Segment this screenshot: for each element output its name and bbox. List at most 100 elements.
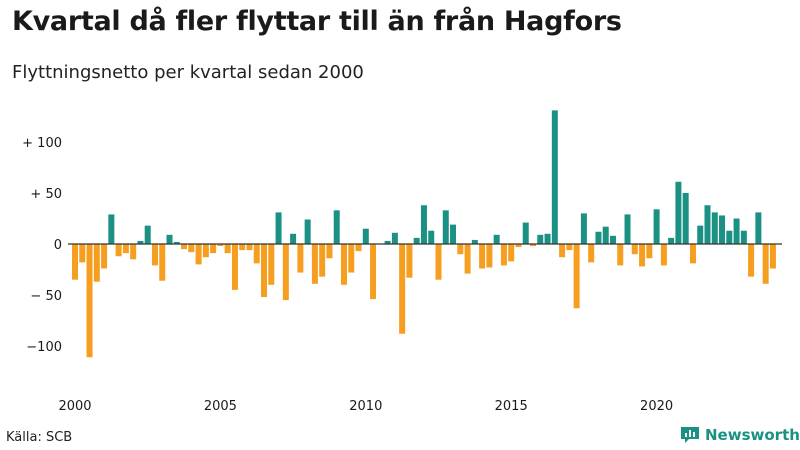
y-axis: + 100 + 50 0 − 50 −100 bbox=[22, 136, 62, 355]
bar-2013-q2 bbox=[457, 244, 464, 255]
bar-2018-q3 bbox=[609, 235, 616, 244]
bar-2004-q3 bbox=[202, 244, 209, 258]
y-tick-label: 0 bbox=[54, 238, 62, 253]
bar-2012-q2 bbox=[428, 230, 435, 244]
bar-2017-q2 bbox=[573, 244, 580, 309]
bar-2015-q3 bbox=[522, 222, 529, 244]
bar-2023-q3 bbox=[755, 212, 762, 244]
x-tick-label: 2010 bbox=[349, 399, 382, 414]
bar-2001-q2 bbox=[108, 214, 115, 244]
bar-2001-q4 bbox=[122, 244, 129, 254]
bar-2019-q3 bbox=[639, 244, 646, 267]
bar-2004-q2 bbox=[195, 244, 202, 265]
bar-2004-q4 bbox=[210, 244, 217, 254]
bar-2002-q4 bbox=[151, 244, 158, 266]
bar-2003-q3 bbox=[173, 241, 180, 244]
bar-2014-q3 bbox=[493, 234, 500, 244]
bar-2007-q3 bbox=[290, 233, 297, 244]
bar-2019-q4 bbox=[646, 244, 653, 259]
bar-2009-q4 bbox=[355, 244, 362, 252]
bar-2007-q2 bbox=[282, 244, 289, 301]
bar-2021-q4 bbox=[704, 205, 711, 244]
bar-2006-q4 bbox=[268, 244, 275, 285]
bar-2002-q3 bbox=[144, 225, 151, 244]
bar-2002-q2 bbox=[137, 240, 144, 244]
newsworthy-logo-icon bbox=[681, 427, 699, 443]
bar-2020-q4 bbox=[675, 181, 682, 244]
bar-2022-q1 bbox=[711, 212, 718, 244]
bar-2009-q3 bbox=[348, 244, 355, 273]
bar-2021-q3 bbox=[697, 225, 704, 244]
bar-2000-q2 bbox=[79, 244, 86, 263]
x-tick-label: 2005 bbox=[204, 399, 237, 414]
bar-2023-q1 bbox=[740, 230, 747, 244]
bar-2008-q2 bbox=[311, 244, 318, 284]
bar-2022-q2 bbox=[719, 215, 726, 244]
bar-2014-q1 bbox=[479, 244, 486, 269]
chart-subtitle: Flyttningsnetto per kvartal sedan 2000 bbox=[12, 62, 364, 83]
bar-2022-q3 bbox=[726, 230, 733, 244]
bar-2020-q3 bbox=[668, 237, 675, 244]
bar-2000-q4 bbox=[93, 244, 100, 282]
x-tick-label: 2020 bbox=[640, 399, 673, 414]
bar-2021-q2 bbox=[689, 244, 696, 264]
bar-2016-q1 bbox=[537, 234, 544, 244]
bar-2004-q1 bbox=[188, 244, 195, 253]
y-tick-label: − 50 bbox=[30, 289, 62, 304]
bar-2003-q2 bbox=[166, 234, 173, 244]
bar-2003-q1 bbox=[159, 244, 166, 281]
bar-2002-q1 bbox=[130, 244, 137, 260]
bar-2015-q1 bbox=[508, 244, 515, 262]
bar-2016-q2 bbox=[544, 233, 551, 244]
bar-2001-q1 bbox=[101, 244, 108, 269]
bar-2018-q4 bbox=[617, 244, 624, 266]
bar-2000-q3 bbox=[86, 244, 93, 358]
x-tick-label: 2015 bbox=[495, 399, 528, 414]
chart-title: Kvartal då fler flyttar till än från Hag… bbox=[12, 6, 622, 37]
bar-2010-q2 bbox=[370, 244, 377, 300]
brand-logo[interactable]: Newsworthy bbox=[680, 426, 800, 444]
bar-2007-q1 bbox=[275, 212, 282, 244]
brand-name: Newsworthy bbox=[705, 426, 800, 444]
bar-2018-q2 bbox=[602, 226, 609, 244]
bar-2015-q4 bbox=[530, 244, 537, 247]
bar-2021-q1 bbox=[682, 193, 689, 244]
y-tick-label: + 50 bbox=[30, 187, 62, 202]
bar-2008-q4 bbox=[326, 244, 333, 259]
bar-2016-q3 bbox=[551, 110, 558, 244]
bar-2013-q3 bbox=[464, 244, 471, 274]
y-tick-label: −100 bbox=[26, 340, 62, 355]
source-note: Källa: SCB bbox=[6, 430, 73, 445]
bar-2012-q4 bbox=[442, 210, 449, 244]
bars bbox=[72, 110, 776, 358]
bar-2013-q1 bbox=[450, 224, 457, 244]
bar-2019-q2 bbox=[631, 244, 638, 255]
x-tick-label: 2000 bbox=[58, 399, 91, 414]
bar-2013-q4 bbox=[471, 239, 478, 244]
bar-2001-q3 bbox=[115, 244, 122, 257]
bar-2014-q2 bbox=[486, 244, 493, 268]
bar-2005-q3 bbox=[231, 244, 238, 290]
bar-2009-q2 bbox=[340, 244, 347, 285]
bar-2014-q4 bbox=[500, 244, 507, 266]
bar-2006-q2 bbox=[253, 244, 260, 264]
bar-2005-q4 bbox=[239, 244, 246, 251]
bar-2010-q1 bbox=[362, 228, 369, 244]
bar-2008-q3 bbox=[319, 244, 326, 277]
bar-2012-q3 bbox=[435, 244, 442, 280]
bar-2024-q1 bbox=[769, 244, 776, 269]
bar-2022-q4 bbox=[733, 218, 740, 244]
bar-2000-q1 bbox=[72, 244, 78, 280]
bar-2011-q3 bbox=[406, 244, 413, 278]
bar-2017-q3 bbox=[580, 213, 587, 244]
bar-2011-q2 bbox=[399, 244, 406, 334]
bar-2011-q4 bbox=[413, 237, 420, 244]
bar-2009-q1 bbox=[333, 210, 340, 244]
bar-2008-q1 bbox=[304, 219, 311, 244]
bar-2017-q1 bbox=[566, 244, 573, 251]
bar-2023-q2 bbox=[748, 244, 755, 277]
x-axis: 2000 2005 2010 2015 2020 bbox=[58, 399, 673, 414]
bar-2006-q3 bbox=[261, 244, 268, 298]
bar-2006-q1 bbox=[246, 244, 253, 251]
